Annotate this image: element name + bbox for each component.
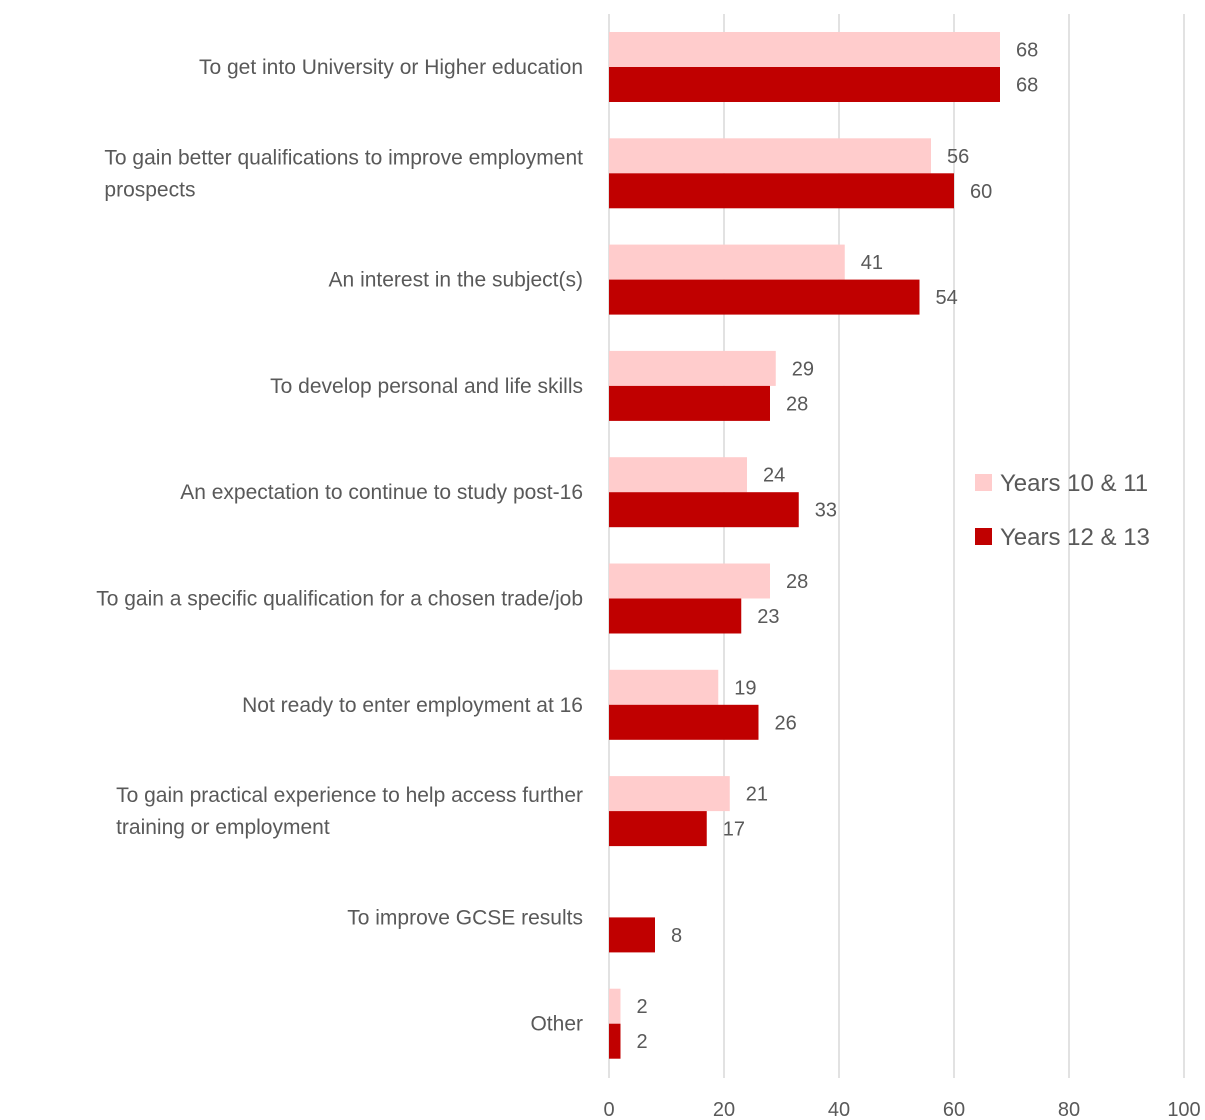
bars <box>609 32 1000 1059</box>
category-label: To develop personal and life skills <box>270 375 583 398</box>
bar-years-10-11 <box>609 776 730 812</box>
data-label: 19 <box>734 677 756 699</box>
data-label: 68 <box>1016 40 1038 62</box>
data-label: 60 <box>970 181 992 203</box>
data-label: 29 <box>792 358 814 380</box>
data-label: 28 <box>786 393 808 415</box>
bar-years-10-11 <box>609 988 621 1024</box>
x-tick-label: 80 <box>1058 1099 1080 1120</box>
category-label-line: To gain better qualifications to improve… <box>104 146 583 169</box>
x-tick-label: 60 <box>943 1099 965 1120</box>
legend-label: Years 12 & 13 <box>1000 524 1150 551</box>
bar-years-12-13 <box>609 1023 621 1059</box>
category-label-line: To improve GCSE results <box>347 906 583 929</box>
category-label: To gain a specific qualification for a c… <box>96 588 583 611</box>
x-tick-label: 40 <box>828 1099 850 1120</box>
bar-years-12-13 <box>609 598 742 634</box>
bar-years-10-11 <box>609 138 931 174</box>
data-label: 68 <box>1016 75 1038 97</box>
category-label: To gain practical experience to help acc… <box>116 784 583 839</box>
category-labels: To get into University or Higher educati… <box>96 56 583 1036</box>
legend: Years 10 & 11 Years 12 & 13 <box>975 470 1150 551</box>
data-label: 2 <box>637 996 648 1018</box>
data-label: 56 <box>947 146 969 168</box>
category-label: To gain better qualifications to improve… <box>104 146 583 201</box>
data-label: 33 <box>815 500 837 522</box>
bar-years-10-11 <box>609 350 776 386</box>
category-label: Other <box>530 1013 583 1036</box>
category-label-line: To gain practical experience to help acc… <box>116 784 583 807</box>
bar-years-10-11 <box>609 563 770 599</box>
bar-years-12-13 <box>609 279 920 315</box>
legend-swatch <box>975 474 992 491</box>
bar-years-12-13 <box>609 67 1000 102</box>
category-label-line: prospects <box>104 178 195 201</box>
bar-years-10-11 <box>609 669 719 705</box>
category-label-line: training or employment <box>116 816 330 839</box>
x-axis-ticks: 0 20 40 60 80 100 <box>603 1099 1200 1120</box>
data-label: 28 <box>786 571 808 593</box>
bar-years-10-11 <box>609 32 1000 67</box>
bar-years-12-13 <box>609 811 707 847</box>
data-label: 23 <box>757 606 779 628</box>
data-label: 24 <box>763 465 785 487</box>
bar-years-10-11 <box>609 457 747 493</box>
bar-years-10-11 <box>609 244 845 280</box>
data-label: 2 <box>637 1031 648 1053</box>
legend-swatch <box>975 528 992 545</box>
category-label-line: An expectation to continue to study post… <box>180 481 583 504</box>
category-label-line: To get into University or Higher educati… <box>199 56 583 79</box>
category-label-line: Other <box>530 1013 583 1036</box>
bar-years-12-13 <box>609 173 954 209</box>
x-tick-label: 0 <box>603 1099 614 1120</box>
legend-label: Years 10 & 11 <box>1000 470 1148 497</box>
bar-years-12-13 <box>609 917 655 953</box>
data-label: 17 <box>723 819 745 841</box>
bar-years-12-13 <box>609 704 759 740</box>
bar-years-12-13 <box>609 385 770 421</box>
data-label: 41 <box>861 252 883 274</box>
category-label-line: To develop personal and life skills <box>270 375 583 398</box>
category-label: Not ready to enter employment at 16 <box>242 694 583 717</box>
data-label: 21 <box>746 784 768 806</box>
data-label: 8 <box>671 925 682 947</box>
category-label: To get into University or Higher educati… <box>199 56 583 79</box>
x-tick-label: 20 <box>713 1099 735 1120</box>
category-label-line: An interest in the subject(s) <box>329 269 583 292</box>
category-label: An interest in the subject(s) <box>329 269 583 292</box>
bar-years-12-13 <box>609 492 799 528</box>
x-tick-label: 100 <box>1167 1099 1200 1120</box>
category-label: An expectation to continue to study post… <box>180 481 583 504</box>
data-label: 54 <box>936 287 958 309</box>
category-label: To improve GCSE results <box>347 906 583 929</box>
category-label-line: To gain a specific qualification for a c… <box>96 588 583 611</box>
category-label-line: Not ready to enter employment at 16 <box>242 694 583 717</box>
data-label: 26 <box>775 712 797 734</box>
